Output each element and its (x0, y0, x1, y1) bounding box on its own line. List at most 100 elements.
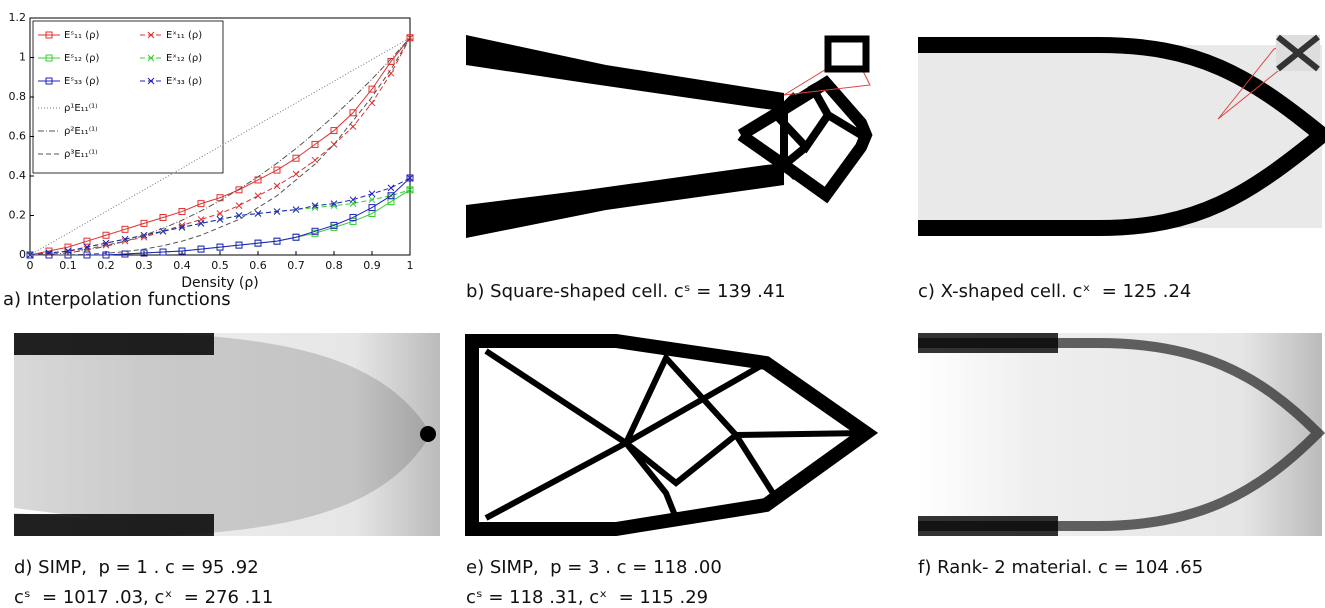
marker (147, 31, 155, 39)
marker (311, 140, 319, 148)
x-tick-label: 0.3 (135, 259, 153, 272)
x-tick-label: 0.7 (287, 259, 305, 272)
y-tick-label: 0.6 (9, 130, 27, 143)
marker (235, 186, 243, 194)
image-b (466, 35, 873, 238)
marker (406, 174, 414, 182)
marker (159, 213, 167, 221)
series-line (30, 37, 411, 256)
legend-label: Eˢ₃₃ (ρ) (64, 76, 99, 87)
image-f (918, 333, 1325, 536)
x-tick-label: 0.4 (173, 259, 191, 272)
marker (368, 196, 376, 204)
marker (254, 192, 262, 200)
legend-label: Eˣ₃₃ (ρ) (166, 76, 202, 87)
marker (140, 249, 148, 257)
x-axis-label: Density (ρ) (181, 275, 259, 291)
caption: f) Rank- 2 material. c = 104 .65 (918, 557, 1203, 578)
marker (216, 210, 224, 217)
marker (235, 241, 243, 249)
marker (140, 219, 148, 227)
marker (216, 243, 224, 251)
series-line (30, 177, 411, 256)
legend-box (32, 20, 224, 174)
caption: c) X-shaped cell. cˣ = 125 .24 (918, 281, 1191, 302)
x-tick-label: 0.5 (211, 259, 229, 272)
marker (273, 182, 281, 190)
legend-label: ρ¹E₁₁⁽¹⁾ (64, 103, 98, 114)
x-tick-label: 0.2 (97, 259, 115, 272)
series-line (29, 177, 411, 256)
marker (349, 109, 357, 117)
image-d (14, 333, 440, 536)
marker (273, 166, 281, 174)
marker (83, 251, 91, 259)
marker (147, 77, 155, 85)
marker (147, 54, 155, 62)
caption: b) Square-shaped cell. cˢ = 139 .41 (466, 281, 786, 302)
marker (330, 221, 338, 229)
marker (368, 190, 376, 198)
caption: d) SIMP, p = 1 . c = 95 .92 (14, 557, 259, 578)
marker (178, 247, 186, 255)
marker (406, 186, 414, 194)
legend-label: Eˣ₁₁ (ρ) (166, 30, 202, 41)
marker (197, 220, 205, 227)
y-tick-label: 0.4 (9, 169, 27, 182)
marker (292, 233, 300, 241)
marker (83, 243, 91, 251)
y-tick-label: 1 (19, 51, 26, 64)
marker (349, 213, 357, 221)
marker (349, 217, 357, 225)
marker (64, 243, 72, 251)
y-tick-label: 1.2 (9, 11, 27, 24)
marker (368, 85, 376, 93)
marker (121, 250, 129, 258)
marker (121, 225, 129, 233)
marker (102, 251, 110, 259)
marker (311, 202, 319, 209)
x-tick-label: 0.9 (363, 259, 381, 272)
legend-label: Eˢ₁₂ (ρ) (64, 53, 99, 64)
series-line (29, 37, 411, 256)
marker (406, 174, 414, 182)
marker (159, 248, 167, 256)
series-line (29, 37, 411, 256)
marker (349, 123, 357, 130)
marker (45, 31, 53, 39)
legend-label: Eˣ₁₂ (ρ) (166, 53, 202, 64)
legend-label: Eˢ₁₁ (ρ) (64, 30, 99, 41)
legend-label: ρ³E₁₁⁽¹⁾ (64, 149, 98, 160)
marker (311, 227, 319, 235)
marker (292, 154, 300, 162)
marker (216, 216, 224, 223)
marker (387, 69, 395, 77)
marker (330, 200, 338, 208)
marker (292, 206, 300, 213)
marker (197, 200, 205, 208)
caption: e) SIMP, p = 3 . c = 118 .00 (466, 557, 722, 578)
legend-label: ρ²E₁₁⁽¹⁾ (64, 126, 98, 137)
image-e (465, 334, 879, 536)
x-tick-label: 0.6 (249, 259, 267, 272)
series-line (29, 37, 411, 256)
caption: cˢ = 118 .31, cˣ = 115 .29 (466, 587, 708, 608)
marker (178, 223, 186, 231)
marker (235, 212, 243, 219)
marker (387, 184, 395, 192)
marker (45, 77, 53, 85)
marker (387, 192, 395, 200)
y-tick-label: 0.2 (9, 209, 27, 222)
x-tick-label: 0.8 (325, 259, 343, 272)
image-c (918, 34, 1325, 236)
marker (254, 239, 262, 247)
x-tick-label: 0 (27, 259, 34, 272)
marker (178, 208, 186, 216)
marker (235, 202, 243, 209)
y-tick-label: 0 (19, 248, 26, 261)
marker (273, 237, 281, 245)
marker (406, 34, 414, 42)
marker (121, 235, 129, 243)
marker (102, 239, 110, 247)
